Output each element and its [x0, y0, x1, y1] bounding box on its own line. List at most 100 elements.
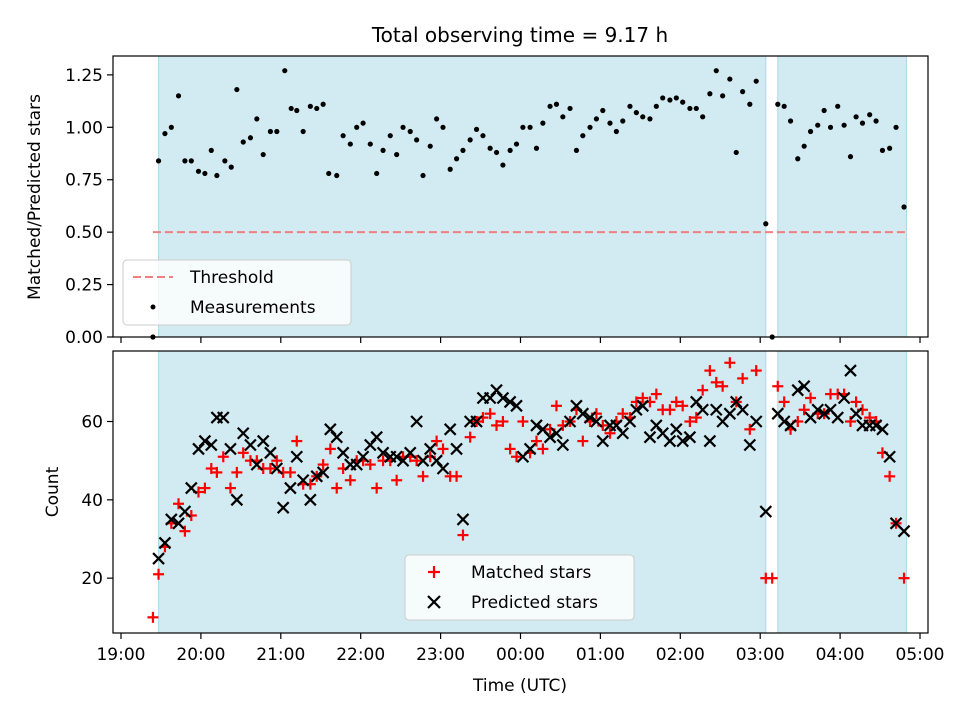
measurement-point [234, 86, 240, 93]
predicted-star-marker [443, 423, 457, 436]
measurement-point [387, 133, 393, 139]
matched-star-marker [577, 435, 589, 447]
predicted-star-marker [496, 391, 510, 405]
bottom-x-ticks: 19:00 20:00 21:00 22:00 23:00 00:00 01:00 02:00… [96, 633, 945, 665]
measurement-point [447, 166, 453, 172]
x-tick-label: 02:00 [656, 645, 705, 665]
predicted-star-marker [370, 430, 383, 444]
predicted-star-marker [470, 415, 483, 428]
measurement-point [473, 126, 480, 132]
measurement-point [394, 151, 400, 158]
bottom-legend: Matched stars Predicted stars [404, 554, 635, 621]
measurement-point [720, 93, 726, 99]
predicted-star-marker [304, 493, 317, 507]
measurement-point [188, 158, 194, 164]
x-tick-label: 04:00 [816, 645, 865, 665]
measurement-point [155, 158, 162, 164]
measurement-point [487, 145, 493, 151]
measurement-point [821, 107, 827, 114]
measurement-point [633, 110, 639, 116]
predicted-star-marker [817, 407, 831, 420]
measurement-point [414, 137, 420, 143]
matched-star-marker [750, 365, 762, 377]
matched-star-marker [864, 412, 876, 424]
measurement-point [660, 95, 666, 101]
measurement-point [493, 149, 500, 156]
matched-star-marker [284, 466, 296, 478]
measurement-point [540, 120, 546, 126]
predicted-star-marker [596, 434, 610, 448]
measurement-point [168, 124, 174, 130]
predicted-star-marker [330, 430, 344, 444]
x-tick-label: 05:00 [896, 645, 945, 665]
matched-star-marker [511, 451, 523, 463]
predicted-star-marker [456, 513, 470, 526]
predicted-star-marker [264, 446, 277, 460]
matched-star-marker [179, 525, 191, 537]
matched-star-marker [237, 447, 249, 459]
predicted-star-marker [390, 450, 403, 464]
predicted-star-marker [811, 403, 825, 417]
measurement-point [300, 128, 306, 135]
matched-star-marker [778, 396, 790, 408]
predicted-star-marker [556, 438, 570, 452]
predicted-star-marker [869, 419, 883, 432]
measurement-point [507, 147, 513, 153]
predicted-star-marker [543, 430, 557, 444]
measurement-point [520, 124, 526, 130]
measurement-point [893, 124, 899, 130]
measurement-point [700, 114, 706, 120]
measurement-point [613, 128, 619, 135]
measurement-point [434, 116, 440, 122]
matched-star-marker [371, 482, 383, 494]
predicted-star-marker [563, 415, 577, 428]
measurement-point [334, 172, 340, 179]
measurement-point [513, 141, 520, 147]
predicted-star-marker [837, 391, 851, 405]
predicted-star-marker [310, 470, 324, 483]
matched-star-marker [317, 459, 329, 471]
matched-star-marker [710, 376, 722, 388]
predicted-star-marker [152, 552, 165, 565]
measurement-point [294, 107, 300, 114]
matched-star-marker [530, 435, 542, 447]
measurement-point [282, 68, 288, 74]
predicted-star-marker [897, 524, 911, 538]
matched-star-marker [898, 572, 910, 584]
matched-star-marker [391, 474, 403, 486]
predicted-star-marker [416, 454, 430, 467]
matched-star-marker [550, 400, 562, 412]
measurement-point [228, 164, 234, 170]
predicted-star-marker [450, 442, 463, 456]
predicted-star-marker [244, 438, 257, 452]
measurement-point [460, 147, 466, 153]
legend-predicted-label: Predicted stars [471, 593, 598, 613]
predicted-star-marker [290, 450, 304, 464]
predicted-star-marker [676, 434, 689, 448]
matched-star-marker [484, 408, 496, 420]
predicted-star-marker [670, 423, 683, 436]
predicted-star-marker [158, 536, 172, 550]
predicted-star-marker [256, 434, 270, 448]
measurement-point [707, 91, 713, 97]
top-y-ticks: 0.00 0.25 0.50 0.75 1.00 1.25 [65, 66, 113, 348]
predicted-star-marker [316, 466, 330, 479]
measurement-point [175, 93, 182, 99]
predicted-star-marker [777, 415, 791, 428]
predicted-star-marker [436, 462, 450, 475]
measurement-point [195, 168, 202, 174]
matched-star-marker [324, 443, 336, 455]
measurement-point [274, 128, 280, 135]
measurement-point [374, 170, 380, 177]
predicted-star-marker [336, 446, 350, 460]
measurement-point [580, 133, 586, 139]
top-y-axis-label: Matched/Predicted stars [25, 94, 45, 300]
matched-star-marker [798, 404, 810, 416]
measurement-point [214, 172, 220, 179]
x-tick-label: 23:00 [416, 645, 465, 665]
legend-measurements-swatch [150, 304, 156, 310]
predicted-star-marker [696, 403, 709, 417]
predicted-star-marker [510, 399, 523, 413]
measurement-point [567, 105, 573, 112]
predicted-star-marker [683, 430, 697, 444]
